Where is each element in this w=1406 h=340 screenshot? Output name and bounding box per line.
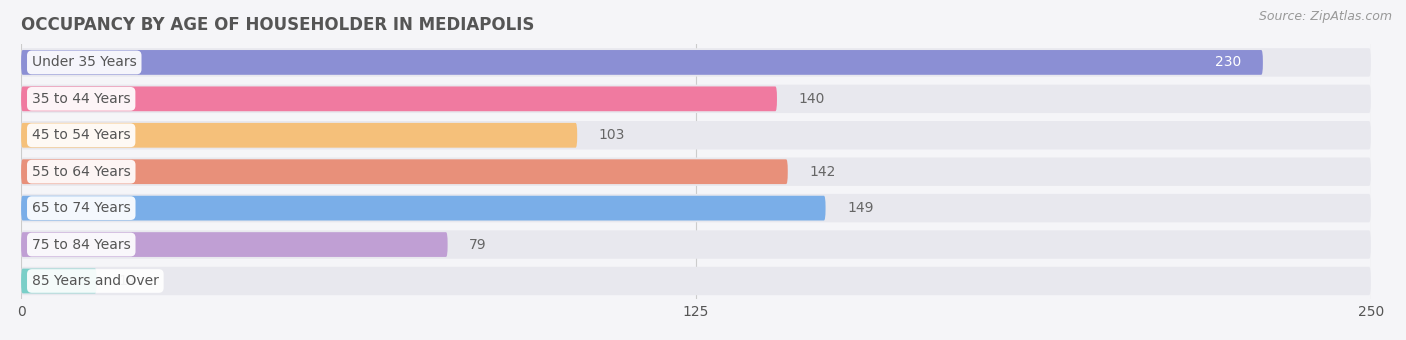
FancyBboxPatch shape xyxy=(21,232,447,257)
Text: 45 to 54 Years: 45 to 54 Years xyxy=(32,128,131,142)
Text: 85 Years and Over: 85 Years and Over xyxy=(32,274,159,288)
Text: 14: 14 xyxy=(118,274,136,288)
FancyBboxPatch shape xyxy=(21,48,1371,76)
Text: Source: ZipAtlas.com: Source: ZipAtlas.com xyxy=(1258,10,1392,23)
FancyBboxPatch shape xyxy=(21,123,578,148)
Text: 149: 149 xyxy=(848,201,873,215)
FancyBboxPatch shape xyxy=(21,269,97,293)
Text: 79: 79 xyxy=(470,238,486,252)
Text: 103: 103 xyxy=(599,128,626,142)
FancyBboxPatch shape xyxy=(21,196,825,221)
FancyBboxPatch shape xyxy=(21,86,778,111)
FancyBboxPatch shape xyxy=(21,50,1263,75)
Text: OCCUPANCY BY AGE OF HOUSEHOLDER IN MEDIAPOLIS: OCCUPANCY BY AGE OF HOUSEHOLDER IN MEDIA… xyxy=(21,16,534,34)
FancyBboxPatch shape xyxy=(21,159,787,184)
Text: 230: 230 xyxy=(1215,55,1241,69)
FancyBboxPatch shape xyxy=(21,85,1371,113)
Text: 65 to 74 Years: 65 to 74 Years xyxy=(32,201,131,215)
FancyBboxPatch shape xyxy=(21,157,1371,186)
Text: 140: 140 xyxy=(799,92,825,106)
Text: 55 to 64 Years: 55 to 64 Years xyxy=(32,165,131,179)
Text: 35 to 44 Years: 35 to 44 Years xyxy=(32,92,131,106)
FancyBboxPatch shape xyxy=(21,121,1371,150)
FancyBboxPatch shape xyxy=(21,231,1371,259)
Text: 142: 142 xyxy=(810,165,835,179)
Text: 75 to 84 Years: 75 to 84 Years xyxy=(32,238,131,252)
FancyBboxPatch shape xyxy=(21,194,1371,222)
Text: Under 35 Years: Under 35 Years xyxy=(32,55,136,69)
FancyBboxPatch shape xyxy=(21,267,1371,295)
